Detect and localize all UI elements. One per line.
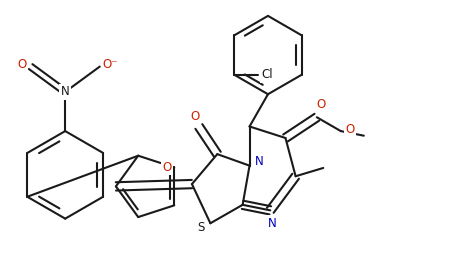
- Text: N: N: [255, 155, 263, 168]
- Text: S: S: [198, 221, 205, 234]
- Text: O: O: [316, 98, 325, 111]
- Text: O: O: [18, 58, 27, 71]
- Text: Cl: Cl: [261, 68, 273, 81]
- Text: N: N: [268, 217, 277, 230]
- Text: N: N: [61, 85, 70, 99]
- Text: O: O: [191, 110, 200, 123]
- Text: O: O: [345, 123, 355, 136]
- Text: O⁻: O⁻: [102, 58, 118, 71]
- Text: O: O: [163, 161, 172, 174]
